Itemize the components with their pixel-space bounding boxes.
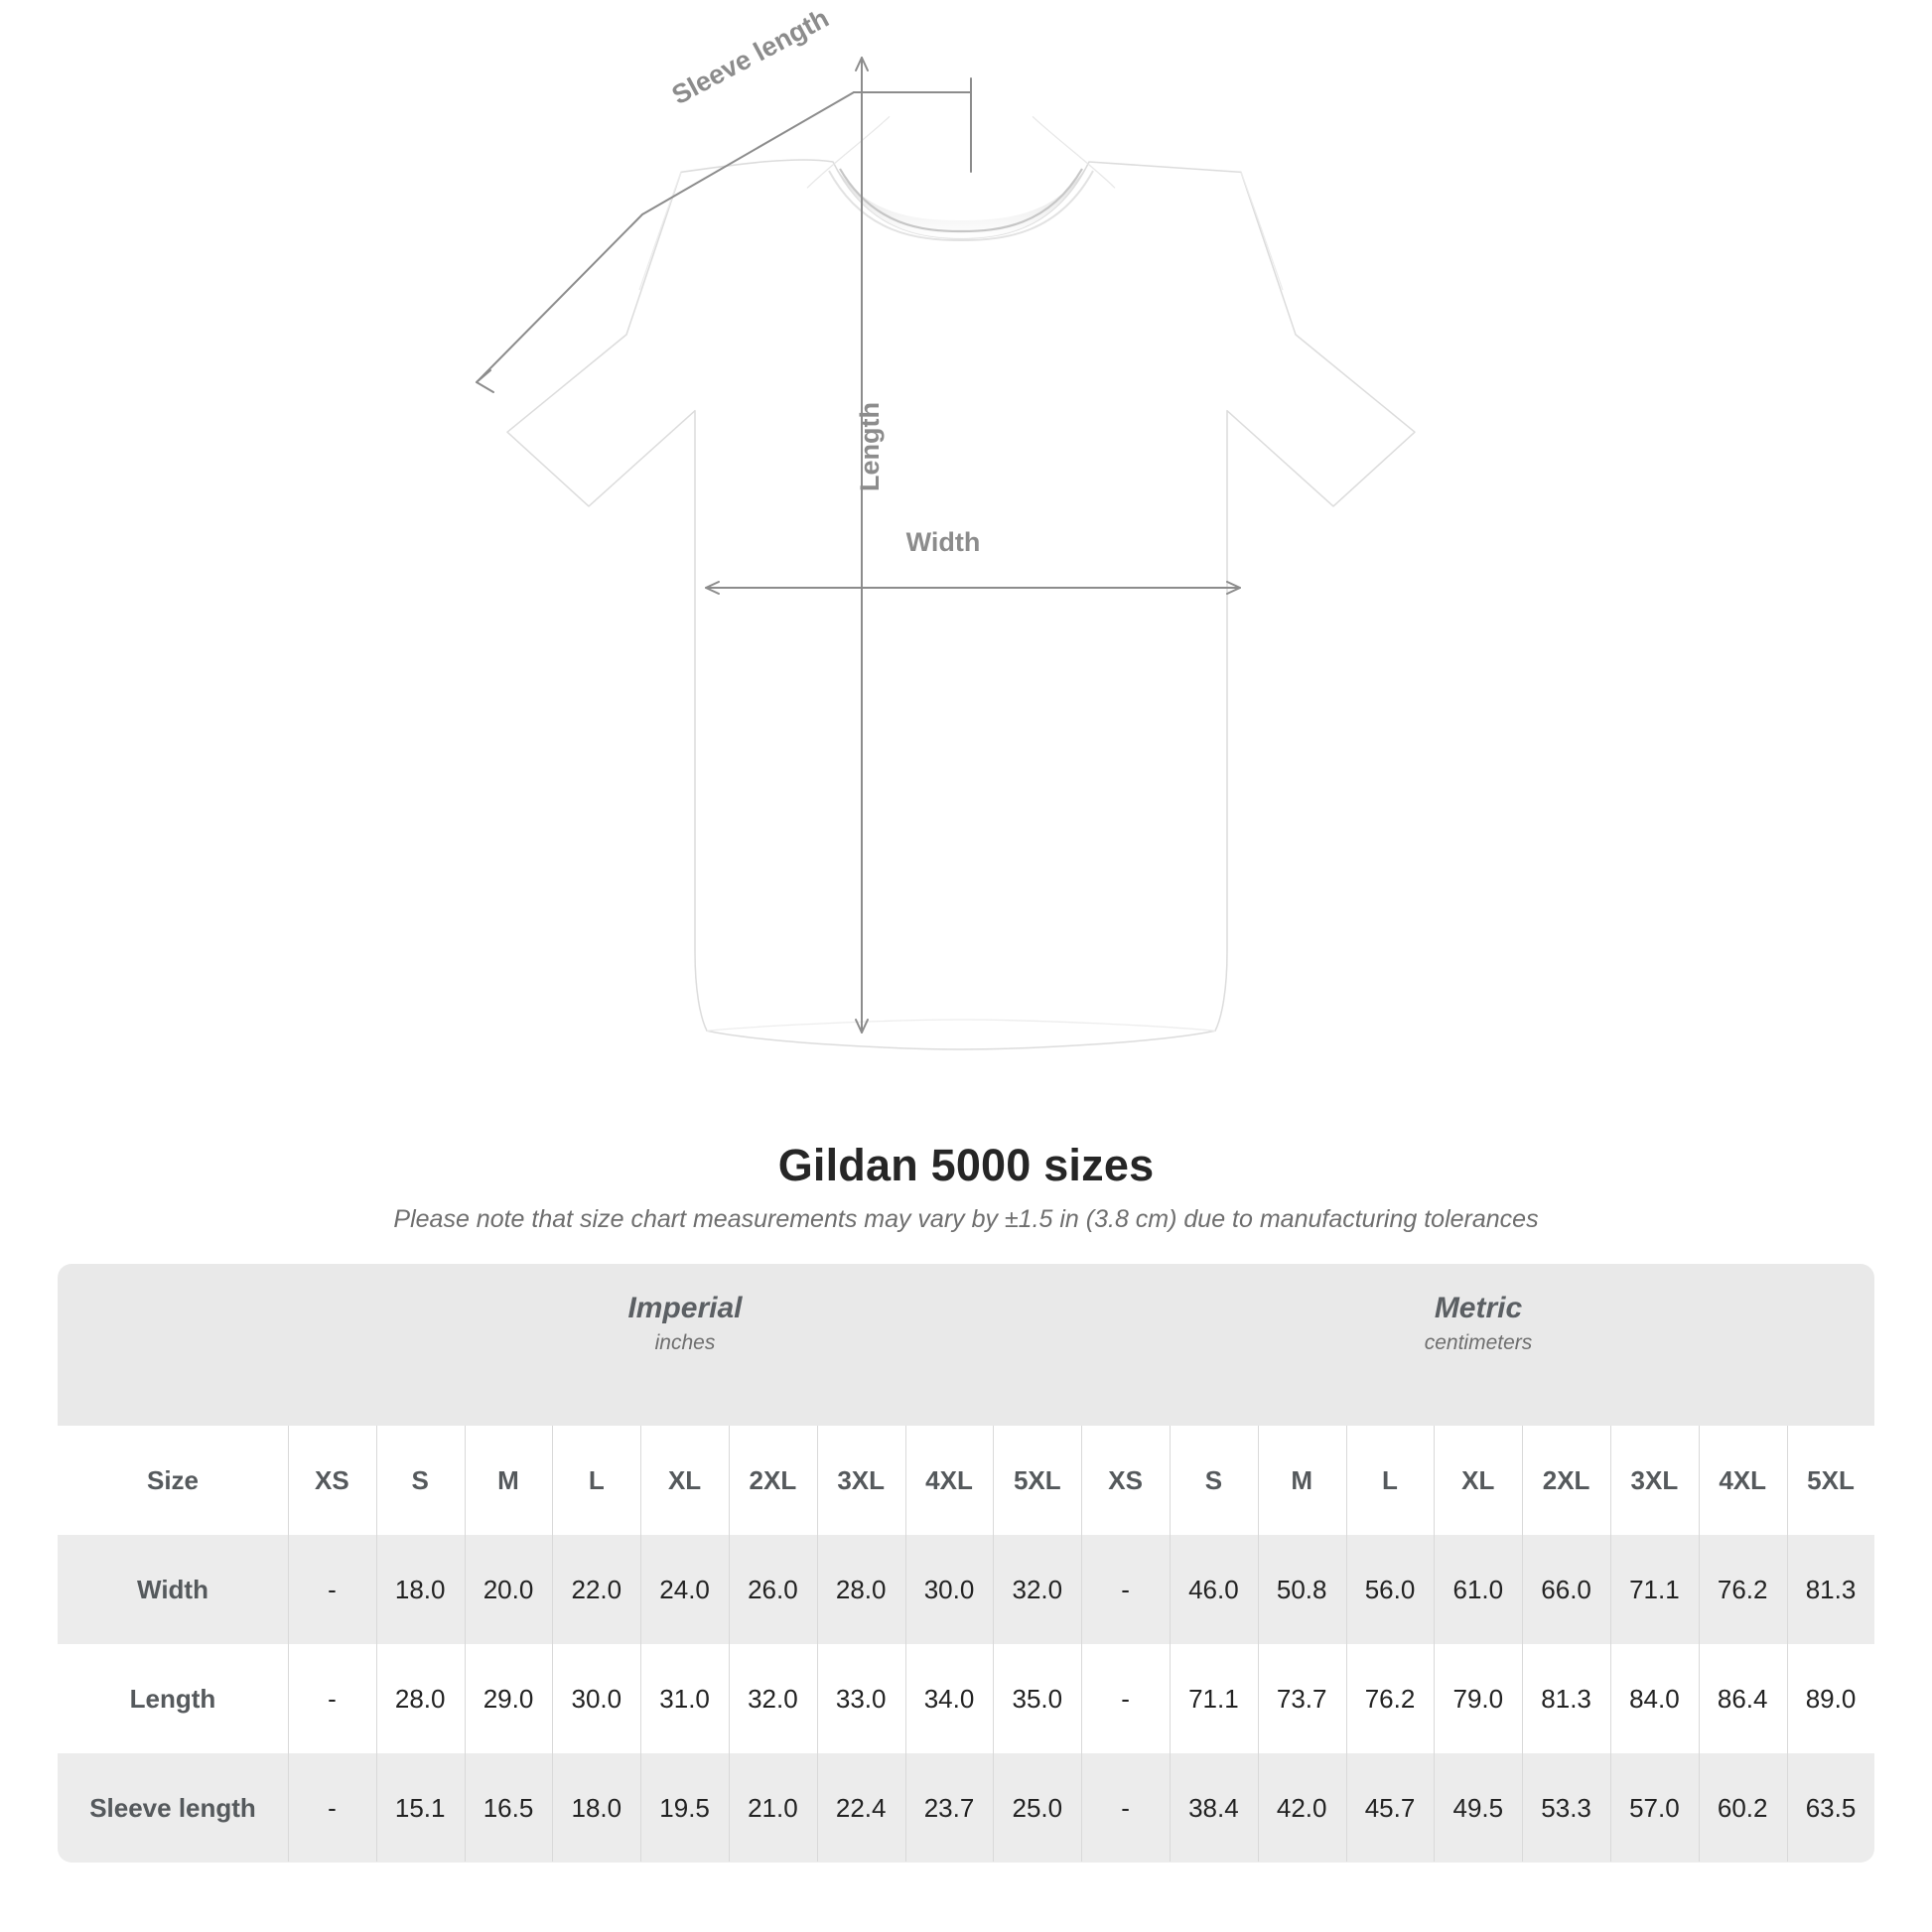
svg-text:Length: Length	[855, 402, 885, 491]
svg-text:Sleeve length: Sleeve length	[667, 3, 834, 110]
svg-text:Width: Width	[906, 527, 981, 557]
